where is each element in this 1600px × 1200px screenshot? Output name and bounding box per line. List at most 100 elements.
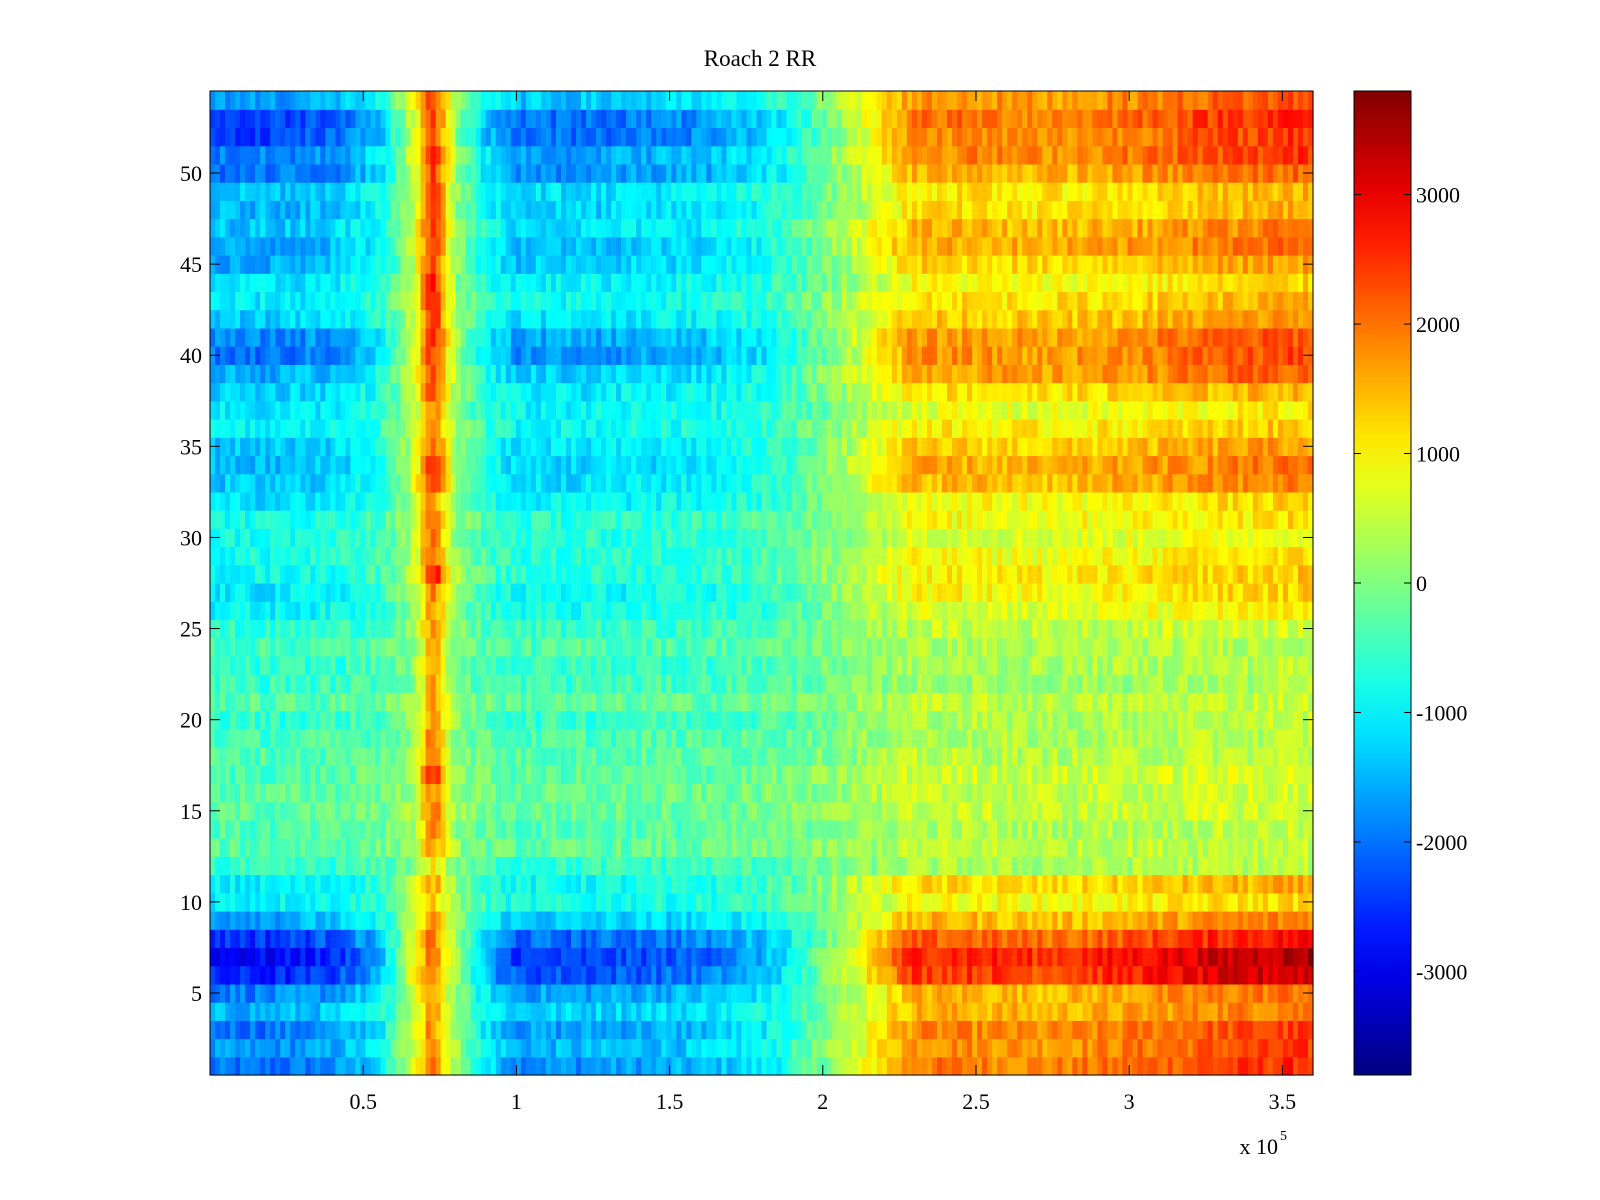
heatmap-cell [1117,911,1124,930]
heatmap-cell [360,674,367,693]
heatmap-cell [485,1020,492,1040]
heatmap-cell [681,710,687,730]
heatmap-cell [1072,874,1078,894]
heatmap-cell [781,1020,788,1040]
heatmap-cell [420,728,427,748]
heatmap-cell [390,947,397,967]
heatmap-cell [1287,947,1294,967]
heatmap-cell [1237,819,1244,839]
heatmap-cell [475,983,482,1003]
heatmap-cell [1127,728,1134,748]
heatmap-cell [916,892,923,912]
heatmap-cell [365,1002,372,1021]
heatmap-cell [455,929,462,949]
heatmap-cell [696,801,702,821]
heatmap-cell [355,965,362,985]
heatmap-cell [300,1038,306,1058]
heatmap-cell [215,965,221,985]
heatmap-cell [941,1020,948,1040]
heatmap-cell [992,856,998,876]
heatmap-cell [716,765,722,785]
heatmap-cell [1062,819,1068,839]
heatmap-cell [896,929,903,949]
heatmap-cell [220,728,226,748]
heatmap-cell [300,801,306,821]
heatmap-cell [300,728,306,748]
heatmap-cell [230,838,236,857]
heatmap-cell [1197,692,1204,712]
heatmap-cell [1092,783,1099,803]
heatmap-cell [505,1002,512,1021]
heatmap-cell [901,801,908,821]
heatmap-cell [230,819,236,839]
heatmap-cell [365,983,372,1003]
heatmap-cell [225,655,231,675]
heatmap-cell [305,1038,311,1058]
heatmap-cell [751,710,758,730]
heatmap-cell [821,1038,828,1058]
heatmap-cell [821,783,828,803]
heatmap-cell [1182,929,1189,949]
heatmap-cell [1012,1056,1018,1076]
heatmap-cell [641,1002,647,1021]
heatmap-cell [926,929,933,949]
heatmap-cell [1127,983,1134,1003]
heatmap-cell [550,965,557,985]
heatmap-cell [285,965,291,985]
heatmap-cell [450,929,457,949]
heatmap-cell [1037,911,1043,930]
heatmap-cell [410,819,417,839]
heatmap-cell [1132,1020,1139,1040]
heatmap-cell [751,856,758,876]
heatmap-cell [565,965,572,985]
heatmap-cell [260,710,266,730]
heatmap-cell [345,856,351,876]
heatmap-cell [1112,856,1119,876]
heatmap-cell [220,911,226,930]
heatmap-cell [831,947,838,967]
heatmap-cell [1177,965,1184,985]
heatmap-cell [1162,1056,1169,1076]
heatmap-cell [841,674,848,693]
heatmap-cell [1232,692,1239,712]
heatmap-cell [1102,947,1109,967]
heatmap-cell [626,947,632,967]
heatmap-cell [1127,710,1134,730]
heatmap-cell [776,765,783,785]
heatmap-cell [1222,801,1229,821]
heatmap-cell [545,874,552,894]
heatmap-cell [335,801,341,821]
heatmap-cell [1267,892,1274,912]
heatmap-cell [1202,783,1209,803]
heatmap-cell [275,874,281,894]
heatmap-cell [485,911,492,930]
heatmap-cell [1272,892,1279,912]
heatmap-cell [220,929,226,949]
heatmap-cell [1187,692,1194,712]
heatmap-cell [626,983,632,1003]
heatmap-cell [1237,710,1244,730]
heatmap-cell [576,838,582,857]
heatmap-cell [300,1020,306,1040]
heatmap-cell [641,674,647,693]
heatmap-cell [926,838,933,857]
heatmap-cell [736,783,743,803]
heatmap-cell [505,801,512,821]
heatmap-cell [1027,747,1033,766]
heatmap-cell [1192,728,1199,748]
heatmap-cell [1032,892,1038,912]
heatmap-cell [425,838,432,857]
heatmap-cell [906,929,913,949]
heatmap-cell [921,874,928,894]
heatmap-cell [896,801,903,821]
heatmap-cell [786,728,793,748]
heatmap-cell [440,1056,447,1076]
heatmap-cell [465,783,472,803]
heatmap-cell [270,929,276,949]
heatmap-cell [1267,929,1274,949]
heatmap-cell [1052,874,1058,894]
heatmap-cell [335,747,341,766]
heatmap-cell [290,765,296,785]
heatmap-cell [806,874,813,894]
heatmap-cell [1117,838,1124,857]
